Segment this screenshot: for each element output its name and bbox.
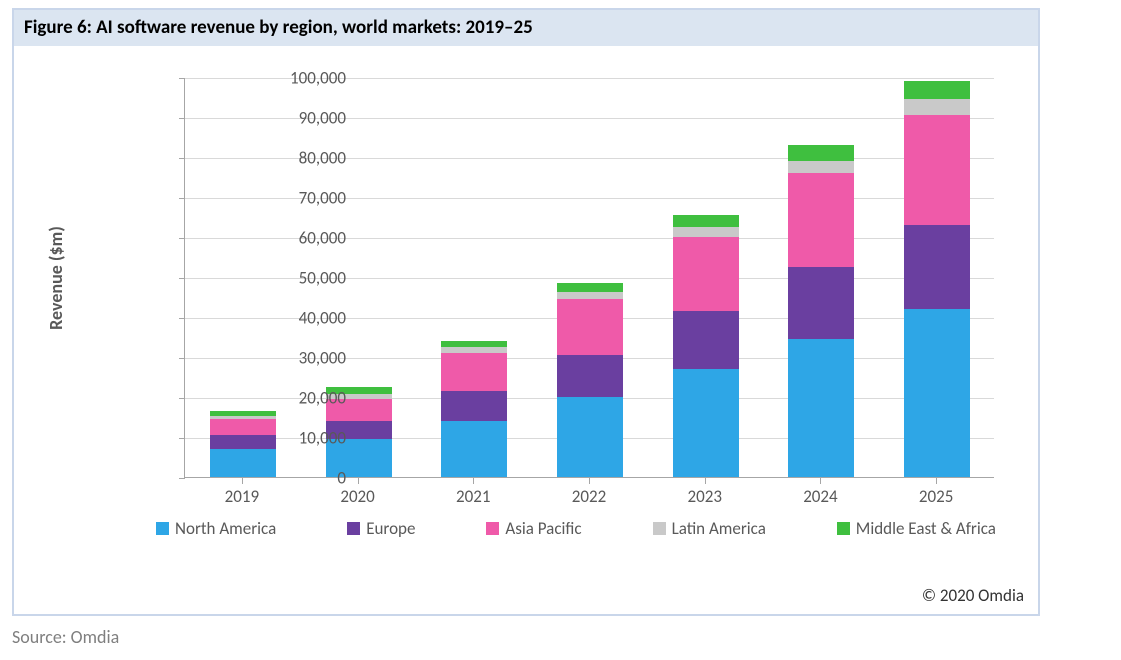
bar-segment	[441, 391, 507, 421]
ytick-mark	[179, 198, 185, 199]
xtick-label: 2021	[456, 486, 490, 507]
ytick-label: 100,000	[256, 68, 346, 89]
bar-segment	[673, 311, 739, 369]
bar-segment	[557, 355, 623, 397]
ytick-mark	[179, 238, 185, 239]
figure-title: Figure 6: AI software revenue by region,…	[14, 10, 1038, 46]
bar-segment	[557, 397, 623, 477]
xtick-label: 2024	[803, 486, 837, 507]
xtick-mark	[358, 478, 359, 484]
bar-segment	[441, 341, 507, 347]
bar-group	[557, 283, 623, 477]
xtick-mark	[242, 478, 243, 484]
bar-group	[904, 81, 970, 477]
bar-group	[441, 341, 507, 477]
y-axis-label: Revenue ($m)	[45, 226, 67, 330]
page: Figure 6: AI software revenue by region,…	[0, 0, 1121, 660]
bar-segment	[557, 299, 623, 355]
bar-segment	[904, 225, 970, 309]
bar-segment	[673, 369, 739, 477]
ytick-mark	[179, 358, 185, 359]
ytick-label: 0	[256, 468, 346, 489]
xtick-label: 2019	[225, 486, 259, 507]
ytick-label: 60,000	[256, 228, 346, 249]
bar-segment	[557, 292, 623, 299]
ytick-label: 10,000	[256, 428, 346, 449]
bar-segment	[210, 416, 276, 419]
legend-label: Middle East & Africa	[856, 518, 996, 539]
bar-segment	[788, 339, 854, 477]
ytick-mark	[179, 398, 185, 399]
legend-label: Europe	[366, 518, 415, 539]
legend-label: Latin America	[672, 518, 766, 539]
ytick-label: 70,000	[256, 188, 346, 209]
legend-swatch	[347, 522, 360, 535]
bar-segment	[904, 115, 970, 225]
ytick-mark	[179, 438, 185, 439]
legend-label: North America	[175, 518, 276, 539]
bar-segment	[557, 283, 623, 292]
xtick-mark	[936, 478, 937, 484]
copyright-label: © 2020 Omdia	[922, 585, 1024, 606]
ytick-mark	[179, 158, 185, 159]
ytick-mark	[179, 278, 185, 279]
ytick-label: 50,000	[256, 268, 346, 289]
ytick-label: 30,000	[256, 348, 346, 369]
ytick-label: 80,000	[256, 148, 346, 169]
bar-group	[673, 215, 739, 477]
chart-area: Revenue ($m) North America Europe Asia Pac…	[36, 58, 1018, 578]
bar-segment	[441, 347, 507, 353]
bar-segment	[788, 173, 854, 267]
legend-swatch	[837, 522, 850, 535]
ytick-label: 40,000	[256, 308, 346, 329]
ytick-label: 20,000	[256, 388, 346, 409]
bar-segment	[788, 161, 854, 173]
xtick-label: 2023	[687, 486, 721, 507]
bar-segment	[788, 145, 854, 161]
ytick-mark	[179, 78, 185, 79]
xtick-label: 2022	[572, 486, 606, 507]
legend-item: Latin America	[653, 518, 766, 539]
bar-segment	[441, 421, 507, 477]
bar-segment	[210, 411, 276, 416]
ytick-mark	[179, 478, 185, 479]
xtick-label: 2025	[919, 486, 953, 507]
bar-segment	[441, 353, 507, 391]
bar-segment	[904, 99, 970, 115]
figure-container: Figure 6: AI software revenue by region,…	[12, 8, 1040, 616]
legend-label: Asia Pacific	[505, 518, 581, 539]
xtick-label: 2020	[340, 486, 374, 507]
ytick-mark	[179, 118, 185, 119]
legend-item: Asia Pacific	[486, 518, 581, 539]
ytick-label: 90,000	[256, 108, 346, 129]
ytick-mark	[179, 318, 185, 319]
xtick-mark	[473, 478, 474, 484]
legend-item: Middle East & Africa	[837, 518, 996, 539]
legend-swatch	[653, 522, 666, 535]
bar-segment	[673, 237, 739, 311]
bar-segment	[788, 267, 854, 339]
bar-group	[788, 145, 854, 477]
xtick-mark	[589, 478, 590, 484]
bar-segment	[673, 227, 739, 237]
bar-segment	[673, 215, 739, 227]
xtick-mark	[820, 478, 821, 484]
bar-segment	[904, 309, 970, 477]
source-label: Source: Omdia	[12, 626, 119, 648]
bar-segment	[904, 81, 970, 99]
legend-swatch	[156, 522, 169, 535]
legend-swatch	[486, 522, 499, 535]
legend-item: North America	[156, 518, 276, 539]
legend: North America Europe Asia Pacific Latin Ame…	[156, 518, 996, 539]
legend-item: Europe	[347, 518, 415, 539]
xtick-mark	[705, 478, 706, 484]
